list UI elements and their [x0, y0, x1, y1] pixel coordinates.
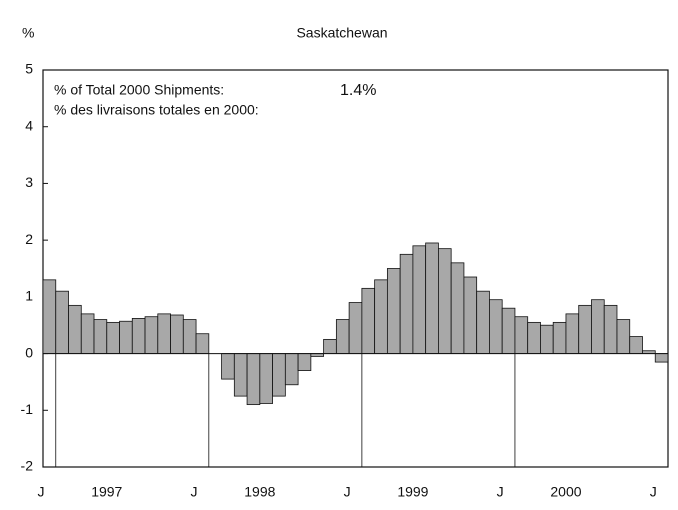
- bar: [578, 304, 592, 354]
- y-tick-label: 2: [25, 231, 33, 247]
- plot-frame: [42, 69, 669, 468]
- x-tick-label: J: [38, 484, 45, 500]
- bar: [412, 245, 427, 354]
- year-label: 2000: [550, 484, 581, 500]
- y-tick-label: -1: [21, 401, 34, 417]
- bar: [259, 353, 273, 404]
- bar: [616, 319, 631, 354]
- bar: [119, 320, 133, 354]
- bar: [182, 319, 197, 354]
- bar: [527, 321, 541, 354]
- y-tick-label: -2: [21, 458, 34, 474]
- bar: [501, 307, 516, 354]
- bar: [565, 313, 580, 354]
- bar: [591, 299, 605, 354]
- annotation-fr: % des livraisons totales en 2000:: [54, 102, 259, 118]
- bar: [157, 313, 171, 354]
- y-axis-label: %: [22, 25, 34, 41]
- bar: [55, 290, 69, 354]
- bar: [476, 290, 490, 354]
- bar: [361, 287, 376, 354]
- bar: [80, 313, 95, 354]
- y-tick-label: 0: [25, 344, 33, 360]
- bar: [654, 353, 669, 363]
- bar: [552, 321, 567, 354]
- bar: [514, 316, 529, 354]
- bar: [246, 353, 261, 406]
- y-tick-label: 1: [25, 288, 33, 304]
- bar: [540, 324, 554, 354]
- annotation-en: % of Total 2000 Shipments:: [54, 82, 224, 98]
- x-tick-label: J: [497, 484, 504, 500]
- bar: [131, 318, 146, 354]
- y-tick-label: 5: [25, 61, 33, 77]
- x-tick-label: J: [191, 484, 198, 500]
- bar: [603, 304, 618, 354]
- bar: [374, 279, 388, 354]
- bar: [106, 321, 120, 354]
- bar: [463, 276, 478, 354]
- bar: [284, 353, 299, 386]
- bar: [195, 333, 210, 354]
- bar: [438, 248, 452, 354]
- x-tick-label: J: [344, 484, 351, 500]
- bar: [221, 353, 235, 380]
- bar: [323, 338, 337, 354]
- bar: [68, 304, 82, 354]
- annotation-value: 1.4%: [340, 82, 376, 99]
- bar: [348, 302, 363, 354]
- year-label: 1997: [91, 484, 122, 500]
- bar: [450, 262, 465, 354]
- bar: [425, 242, 439, 354]
- bar: [272, 353, 286, 397]
- bar: [93, 319, 108, 354]
- bar: [335, 319, 350, 354]
- bar: [399, 253, 414, 354]
- bar: [629, 336, 643, 354]
- bar: [386, 268, 401, 354]
- bar: [42, 279, 57, 354]
- y-tick-label: 3: [25, 174, 33, 190]
- bar: [297, 353, 312, 371]
- chart-title: Saskatchewan: [296, 25, 387, 41]
- bar: [144, 316, 159, 354]
- y-tick-label: 4: [25, 117, 33, 133]
- bar: [170, 314, 184, 354]
- year-label: 1998: [244, 484, 275, 500]
- year-label: 1999: [397, 484, 428, 500]
- x-tick-label: J: [650, 484, 657, 500]
- bar: [233, 353, 248, 397]
- bar: [489, 299, 503, 354]
